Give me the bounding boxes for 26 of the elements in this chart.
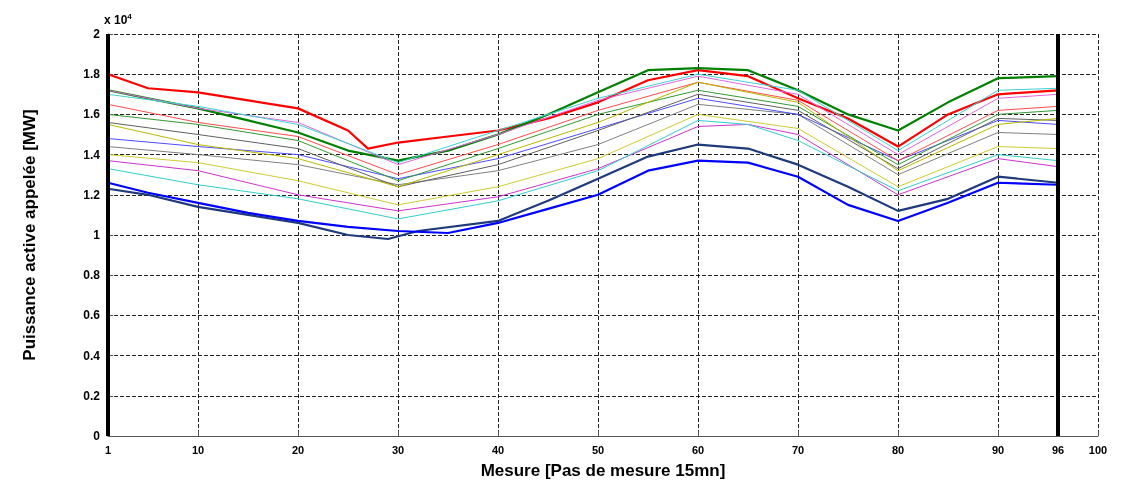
x-tick-label: 40: [491, 443, 505, 456]
x-tick-label: 60: [691, 443, 705, 456]
x-tick-label: 30: [391, 443, 405, 456]
y-tick-label: 1.4: [83, 147, 101, 162]
x-tick-label: 50: [591, 443, 605, 456]
x-axis-title: Mesure [Pas de mesure 15mn]: [480, 461, 726, 480]
x-tick-label: 96: [1051, 443, 1065, 456]
y-tick-label: 0.8: [83, 268, 101, 283]
y-tick-label: 2: [93, 27, 101, 41]
y-tick-label: 1.8: [83, 67, 101, 82]
x-tick-label: 90: [991, 443, 1005, 456]
y-tick-label: 0.6: [83, 308, 101, 323]
x-tick-label: 80: [891, 443, 905, 456]
y-tick-label: 0.4: [83, 348, 101, 363]
line-series: [107, 113, 1059, 206]
y-axis-title: Puissance active appelée [MW]: [20, 109, 39, 361]
y-tick-label: 0.2: [83, 388, 101, 403]
y-tick-label: 1.2: [83, 187, 101, 202]
y-tick-label: 1.6: [83, 107, 101, 122]
x-tick-label: 1: [104, 443, 112, 456]
x-tick-label: 100: [1088, 443, 1108, 456]
x-tick-label: 10: [191, 443, 205, 456]
y-tick-label: 1: [93, 228, 101, 242]
y-tick-label: 0: [93, 429, 101, 443]
x-tick-label: 20: [291, 443, 305, 456]
x-tick-label: 70: [791, 443, 805, 456]
